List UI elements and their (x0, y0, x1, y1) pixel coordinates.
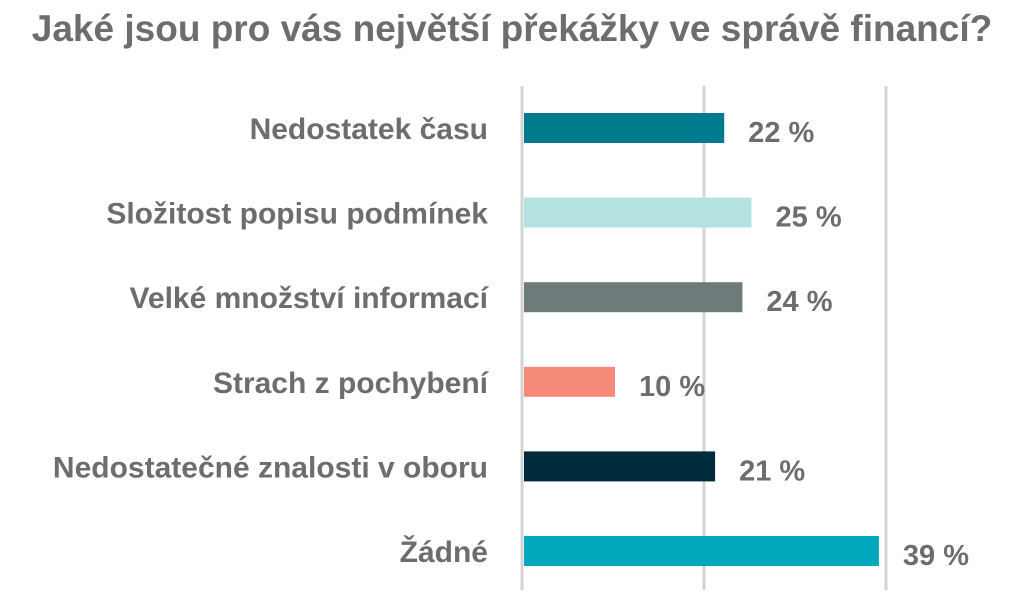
category-label-1: Složitost popisu podmínek (106, 198, 488, 231)
bar-3 (524, 366, 615, 397)
category-label-5: Žádné (400, 535, 488, 569)
category-label-2: Velké množství informací (130, 282, 490, 315)
value-label-4: 21 % (739, 455, 805, 487)
bar-4 (524, 451, 716, 482)
value-label-3: 10 % (639, 371, 705, 403)
labels: Nedostatek času 22 % Složitost popisu podm… (53, 113, 969, 572)
value-label-2: 24 % (766, 286, 832, 318)
value-label-0: 22 % (748, 117, 814, 149)
gridlines (520, 86, 888, 590)
bar-1 (524, 197, 752, 228)
bar-2 (524, 282, 743, 313)
bar-5 (524, 536, 879, 566)
chart-title: Jaké jsou pro vás největší překážky ve s… (31, 8, 993, 49)
category-label-0: Nedostatek času (250, 113, 488, 146)
category-label-3: Strach z pochybení (213, 367, 490, 400)
bar-0 (524, 113, 725, 143)
value-label-5: 39 % (903, 540, 969, 572)
bars (524, 113, 879, 566)
category-label-4: Nedostatečné znalosti v oboru (53, 451, 488, 484)
value-label-1: 25 % (776, 202, 842, 234)
